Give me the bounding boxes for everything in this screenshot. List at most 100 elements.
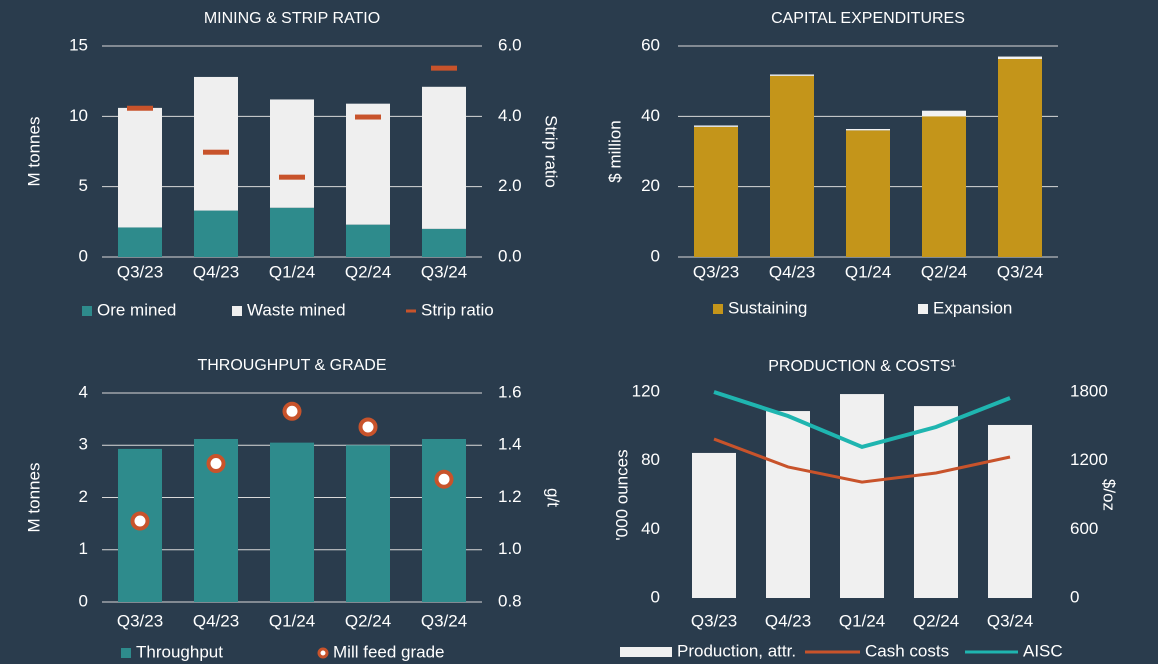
bar (194, 76, 238, 211)
y2-tick-label: 0.8 (498, 591, 522, 610)
bar (118, 107, 162, 228)
bar (922, 116, 966, 257)
grade-dot (434, 469, 454, 489)
legend-label: Strip ratio (421, 300, 494, 319)
y-axis-title: M tonnes (24, 117, 43, 187)
strip-ratio-mark (203, 149, 229, 155)
y2-axis-title: Strip ratio (542, 115, 561, 188)
x-tick-label: Q2/24 (345, 262, 391, 281)
grade-dot (130, 511, 150, 531)
y2-tick-label: 1.4 (498, 435, 522, 454)
y-tick-label: 15 (69, 35, 88, 54)
y2-tick-label: 1.0 (498, 539, 522, 558)
strip-ratio-mark (431, 65, 457, 71)
y2-tick-label: 4.0 (498, 106, 522, 125)
x-tick-label: Q3/24 (987, 611, 1033, 630)
x-tick-label: Q1/24 (845, 262, 891, 281)
legend-label: Waste mined (247, 300, 346, 319)
strip-ratio-mark (355, 114, 381, 120)
y-tick-label: 10 (69, 106, 88, 125)
legend-label: Throughput (136, 642, 223, 661)
y2-tick-label: 1800 (1070, 381, 1108, 400)
legend-swatch (232, 306, 242, 316)
bar (694, 126, 738, 257)
x-tick-label: Q3/24 (421, 262, 467, 281)
bar (770, 75, 814, 258)
bar (846, 128, 890, 131)
strip-ratio-mark (127, 105, 153, 111)
x-tick-label: Q2/24 (913, 611, 959, 630)
y-tick-label: 0 (79, 591, 88, 610)
x-tick-label: Q3/23 (693, 262, 739, 281)
chart-title: CAPITAL EXPENDITURES (771, 10, 965, 27)
legend-swatch (713, 304, 723, 314)
y2-tick-label: 1.6 (498, 382, 522, 401)
y-tick-label: 40 (641, 106, 660, 125)
bar (422, 86, 466, 229)
y2-tick-label: 0 (1070, 587, 1079, 606)
x-tick-label: Q3/24 (997, 262, 1043, 281)
y2-tick-label: 2.0 (498, 176, 522, 195)
x-tick-label: Q4/23 (193, 611, 239, 630)
y-tick-label: 1 (79, 539, 88, 558)
bar (988, 424, 1032, 598)
legend-swatch (918, 304, 928, 314)
y-axis-title: M tonnes (24, 463, 43, 533)
bar (998, 59, 1042, 258)
bar (770, 74, 814, 76)
x-tick-label: Q3/23 (117, 611, 163, 630)
bar (346, 103, 390, 225)
bar (694, 125, 738, 127)
bar (346, 445, 390, 602)
y-tick-label: 80 (641, 450, 660, 469)
y-tick-label: 20 (641, 176, 660, 195)
y-tick-label: 0 (79, 246, 88, 265)
legend-label: Production, attr. (677, 641, 796, 660)
y2-axis-title: $/oz (1100, 479, 1119, 511)
y2-tick-label: 600 (1070, 519, 1098, 538)
legend-label: Ore mined (97, 300, 176, 319)
legend-label: Expansion (933, 298, 1012, 317)
bar (422, 438, 466, 602)
bar (914, 406, 958, 598)
x-tick-label: Q1/24 (839, 611, 885, 630)
chart-title: PRODUCTION & COSTS¹ (768, 358, 956, 375)
bar (840, 394, 884, 598)
legend-swatch (620, 647, 672, 657)
y-tick-label: 3 (79, 435, 88, 454)
x-tick-label: Q3/23 (691, 611, 737, 630)
legend-label: Mill feed grade (333, 642, 445, 661)
cost-line (713, 390, 1011, 450)
x-tick-label: Q1/24 (269, 611, 315, 630)
grade-dot (358, 417, 378, 437)
bar (118, 227, 162, 257)
y-tick-label: 120 (632, 381, 660, 400)
chart-title: MINING & STRIP RATIO (204, 10, 380, 27)
y-tick-label: 2 (79, 487, 88, 506)
bar (998, 56, 1042, 60)
bar (846, 130, 890, 257)
bar (346, 224, 390, 257)
bar (766, 411, 810, 598)
legend-label: Cash costs (865, 641, 949, 660)
y2-axis-title: g/t (544, 488, 563, 507)
grade-dot (282, 401, 302, 421)
bar (270, 99, 314, 208)
grade-dot (206, 454, 226, 474)
y2-tick-label: 1.2 (498, 487, 522, 506)
bar (270, 207, 314, 257)
bar (922, 110, 966, 117)
legend-label: Sustaining (728, 298, 807, 317)
legend-swatch (406, 309, 416, 313)
x-tick-label: Q3/23 (117, 262, 163, 281)
x-tick-label: Q3/24 (421, 611, 467, 630)
x-tick-label: Q1/24 (269, 262, 315, 281)
legend-label: AISC (1023, 641, 1063, 660)
bar (194, 210, 238, 257)
x-tick-label: Q2/24 (345, 611, 391, 630)
x-tick-label: Q4/23 (769, 262, 815, 281)
y2-tick-label: 0.0 (498, 246, 522, 265)
cost-line (713, 437, 1011, 484)
bar (692, 452, 736, 598)
